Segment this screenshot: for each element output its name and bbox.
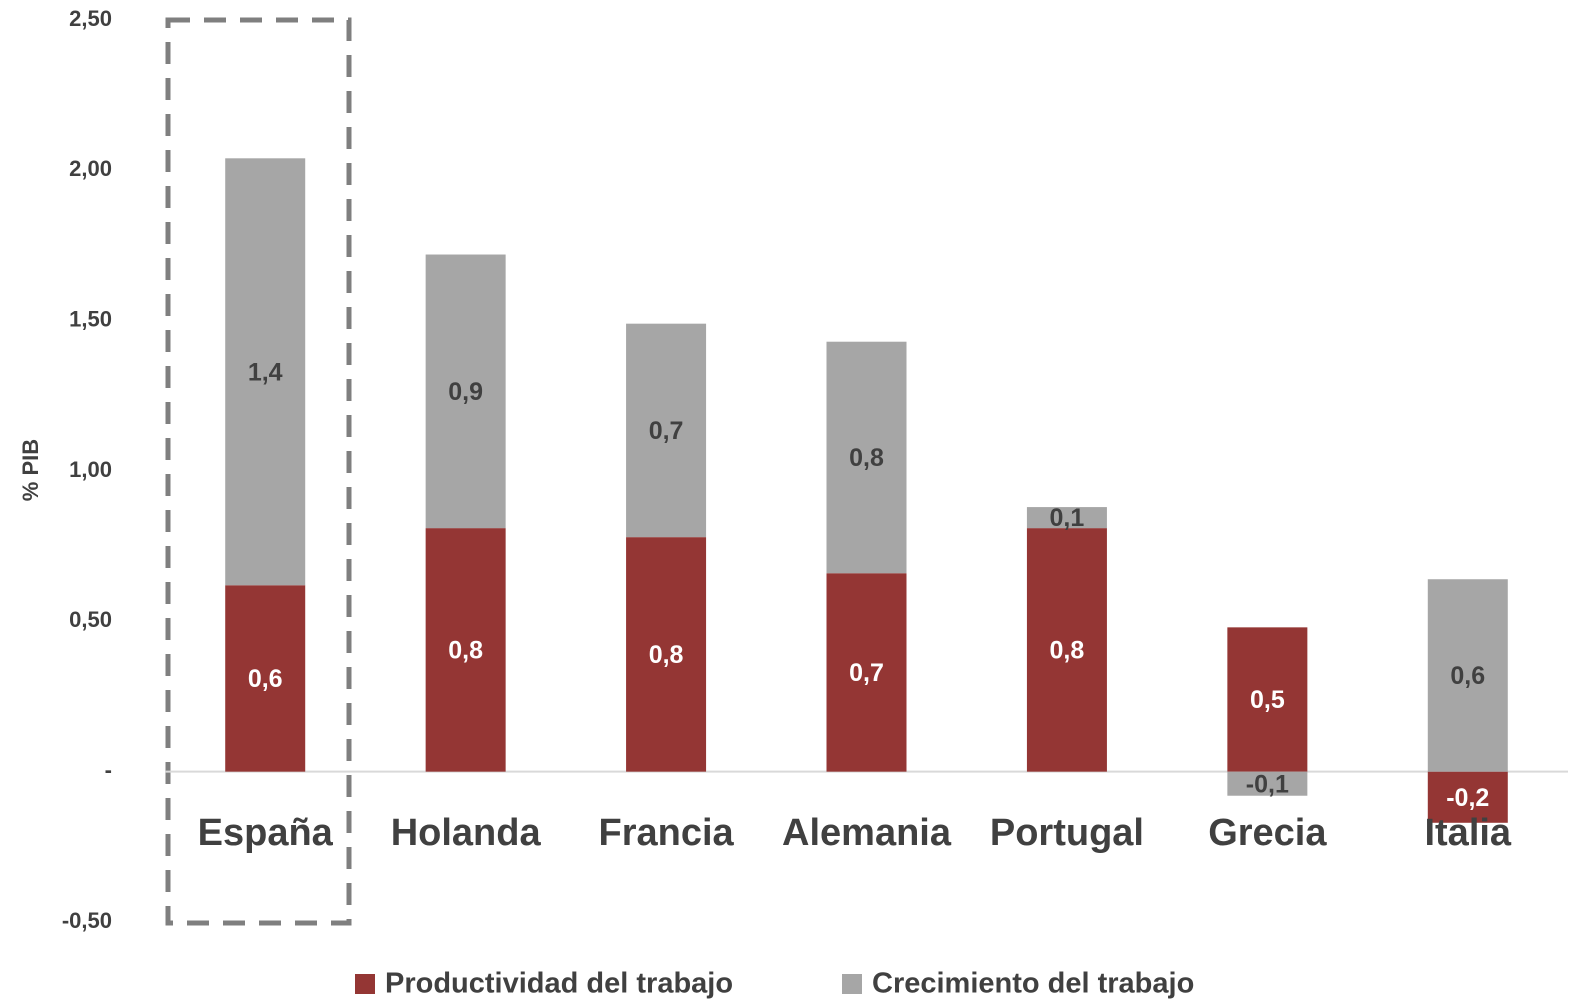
bar-segment [626, 323, 707, 538]
bar-segment [225, 158, 306, 586]
bar-segment [1026, 528, 1107, 772]
value-label: 0,8 [448, 637, 483, 665]
value-label: 1,4 [248, 358, 283, 386]
value-label: -0,2 [1446, 784, 1489, 812]
value-label: 0,7 [849, 659, 884, 687]
x-tick-label: Holanda [391, 812, 542, 854]
value-label: 0,6 [248, 665, 283, 693]
y-tick-label: 2,50 [69, 6, 112, 31]
bar-segment [1227, 627, 1308, 772]
bar-segment [1026, 507, 1107, 529]
value-label: 0,8 [1050, 637, 1085, 665]
x-tick-label: Francia [598, 812, 734, 854]
value-label: 0,8 [649, 641, 684, 669]
y-tick-label: 1,50 [69, 306, 112, 331]
highlight-box [165, 17, 352, 926]
x-tick-label: España [198, 812, 334, 854]
bar-segment [425, 254, 506, 529]
bar-segment [225, 585, 306, 772]
value-label: 0,8 [849, 444, 884, 472]
y-tick-label: 0,50 [69, 607, 112, 632]
legend-label: Productividad del trabajo [385, 968, 733, 1000]
value-label: 0,7 [649, 417, 684, 445]
bar-segment [1227, 771, 1308, 796]
x-tick-label: Italia [1424, 812, 1511, 854]
value-label: 0,9 [448, 378, 483, 406]
legend-swatch [842, 974, 862, 994]
y-tick-label: 2,00 [69, 156, 112, 181]
y-tick-label: -0,50 [62, 908, 112, 933]
bar-segment [1427, 579, 1508, 772]
x-tick-label: Grecia [1208, 812, 1327, 854]
value-label: 0,6 [1450, 662, 1485, 690]
y-tick-label: - [105, 757, 112, 782]
value-label: 0,5 [1250, 686, 1285, 714]
legend-swatch [355, 974, 375, 994]
y-axis-label: % PIB [18, 439, 43, 501]
bar-segment [425, 528, 506, 772]
value-label: -0,1 [1246, 770, 1289, 798]
value-label: 0,1 [1050, 504, 1085, 532]
bar-segment [1427, 771, 1508, 823]
bar-segment [826, 573, 907, 772]
bar-segment [826, 341, 907, 574]
bar-segment [626, 537, 707, 772]
legend-label: Crecimiento del trabajo [872, 968, 1194, 1000]
y-tick-label: 1,00 [69, 457, 112, 482]
x-tick-label: Portugal [990, 812, 1144, 854]
x-tick-label: Alemania [782, 812, 952, 854]
